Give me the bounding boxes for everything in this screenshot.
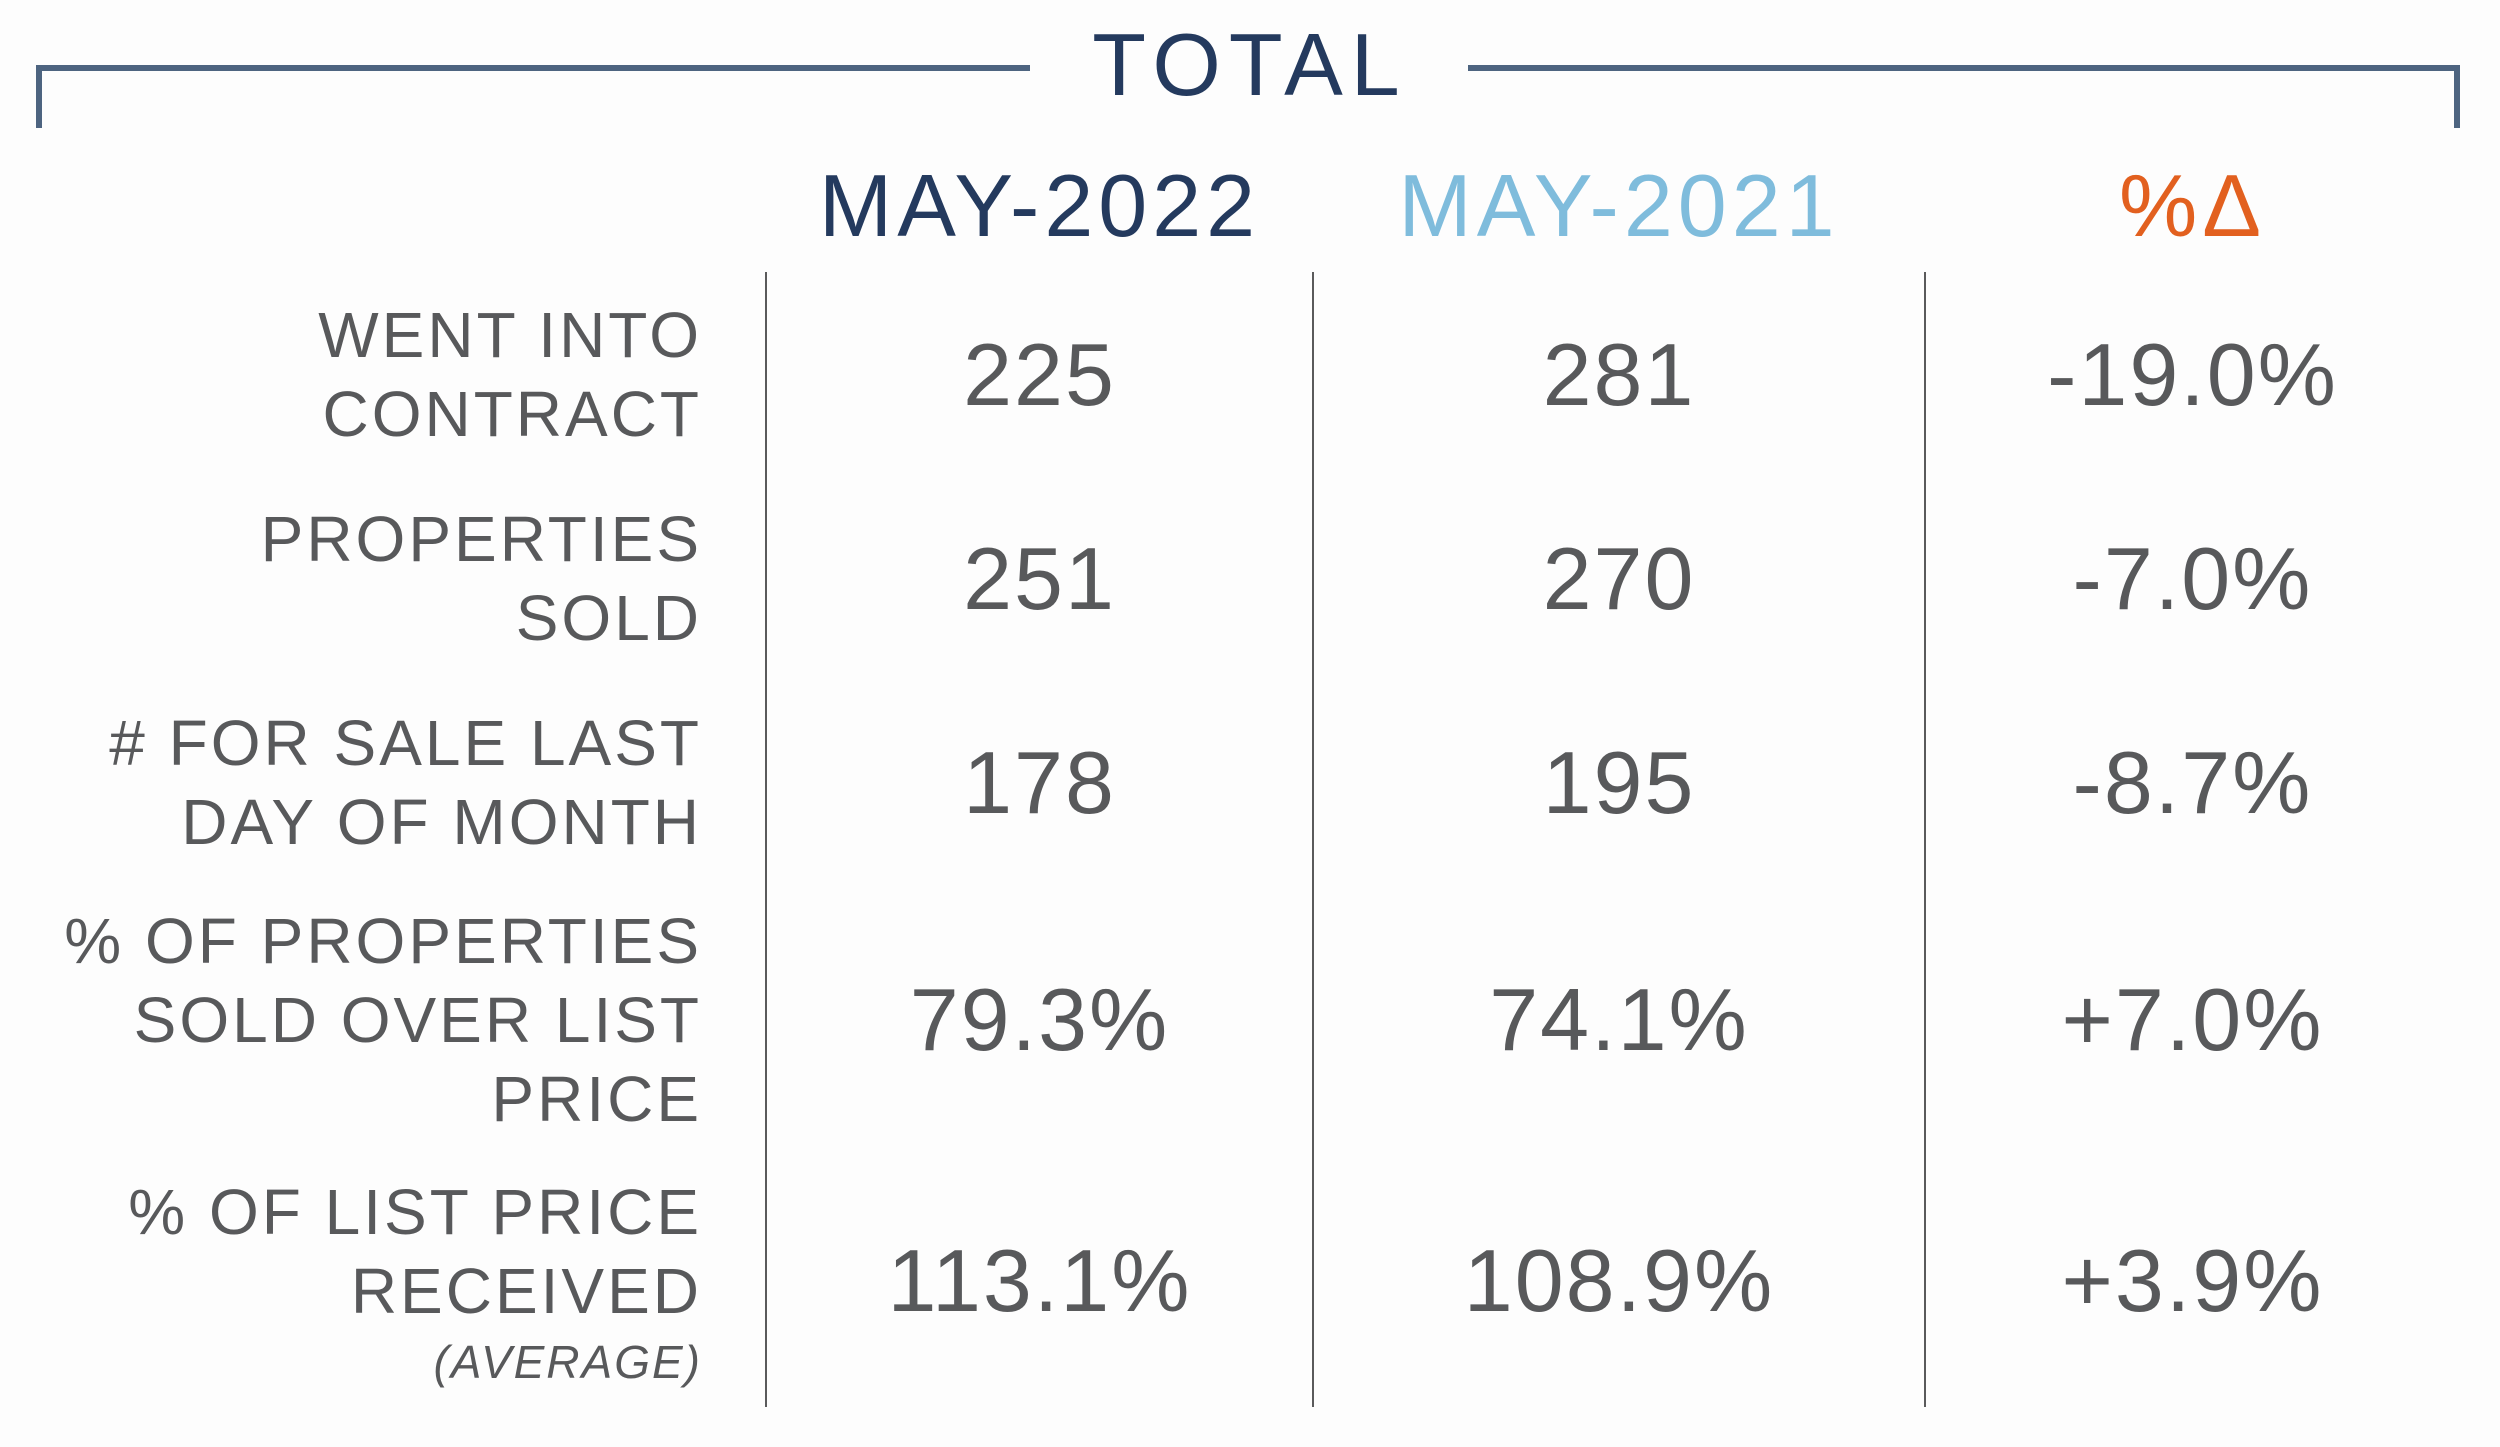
stats-table: MAY-2022 MAY-2021 %Δ WENT INTO CONTRACT … [40, 140, 2460, 1407]
value-forsale-2022: 178 [963, 732, 1116, 832]
column-header-may-2021: MAY-2021 [1398, 156, 1840, 255]
value-sold-delta: -7.0% [2072, 528, 2313, 628]
row-label-line: RECEIVED [350, 1255, 702, 1327]
column-divider [1312, 272, 1314, 1407]
column-header-pct-delta: %Δ [2118, 156, 2267, 255]
row-label-line: WENT INTO [318, 298, 702, 371]
page-title: TOTAL [1092, 15, 1408, 114]
row-label-line: SOLD OVER LIST [133, 983, 702, 1056]
row-label-list-price-received: % OF LIST PRICE RECEIVED (AVERAGE) [40, 1155, 766, 1407]
row-label-line: % OF PROPERTIES [64, 904, 702, 977]
column-divider [1924, 272, 1926, 1407]
row-label-line: PROPERTIES [260, 502, 702, 575]
value-contract-2021: 281 [1542, 324, 1696, 424]
value-received-2021: 108.9% [1463, 1231, 1775, 1330]
value-received-delta: +3.9% [2061, 1231, 2324, 1330]
bracket-corner-right [2454, 65, 2460, 128]
row-label-line: CONTRACT [322, 377, 702, 450]
value-received-2022: 113.1% [887, 1231, 1192, 1330]
value-forsale-2021: 195 [1542, 732, 1696, 832]
row-label-line: % OF LIST PRICE [128, 1176, 702, 1248]
row-label-line: SOLD [515, 581, 702, 654]
row-label-note-average: (AVERAGE) [433, 1336, 702, 1388]
column-divider [765, 272, 767, 1407]
value-overlist-2021: 74.1% [1489, 970, 1749, 1069]
value-contract-2022: 225 [963, 324, 1116, 424]
row-label-properties-sold: PROPERTIES SOLD [40, 477, 766, 680]
value-contract-delta: -19.0% [2047, 324, 2338, 424]
row-label-went-into-contract: WENT INTO CONTRACT [40, 272, 766, 477]
row-label-line: DAY OF MONTH [181, 785, 702, 858]
bracket-line-right [1468, 65, 2460, 71]
value-sold-2022: 251 [963, 528, 1116, 628]
row-label-line: # FOR SALE LAST [109, 706, 702, 779]
row-label-sold-over-list: % OF PROPERTIES SOLD OVER LIST PRICE [40, 885, 766, 1155]
value-forsale-delta: -8.7% [2072, 732, 2313, 832]
value-sold-2021: 270 [1542, 528, 1696, 628]
header-spacer [40, 140, 766, 272]
column-header-may-2022: MAY-2022 [818, 156, 1261, 255]
bracket-line-left [36, 65, 1030, 71]
value-overlist-2022: 79.3% [909, 970, 1170, 1069]
bracket-corner-left [36, 65, 42, 128]
value-overlist-delta: +7.0% [2061, 970, 2324, 1069]
row-label-line: PRICE [491, 1062, 702, 1135]
row-label-for-sale-last-day: # FOR SALE LAST DAY OF MONTH [40, 680, 766, 885]
